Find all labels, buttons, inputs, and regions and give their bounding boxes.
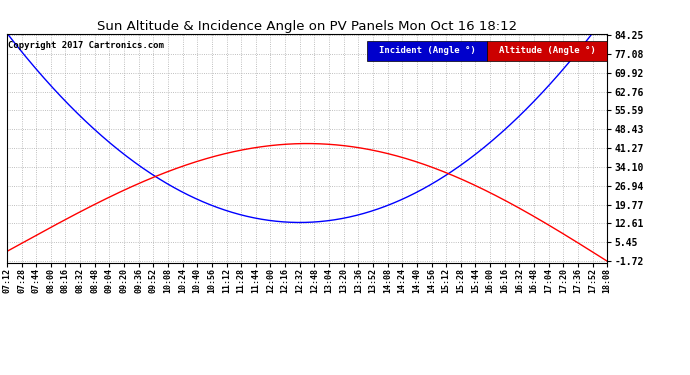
FancyBboxPatch shape: [367, 40, 487, 61]
Text: Copyright 2017 Cartronics.com: Copyright 2017 Cartronics.com: [8, 40, 164, 50]
Text: Altitude (Angle °): Altitude (Angle °): [499, 46, 595, 56]
Title: Sun Altitude & Incidence Angle on PV Panels Mon Oct 16 18:12: Sun Altitude & Incidence Angle on PV Pan…: [97, 20, 517, 33]
Text: Incident (Angle °): Incident (Angle °): [379, 46, 475, 56]
FancyBboxPatch shape: [487, 40, 607, 61]
